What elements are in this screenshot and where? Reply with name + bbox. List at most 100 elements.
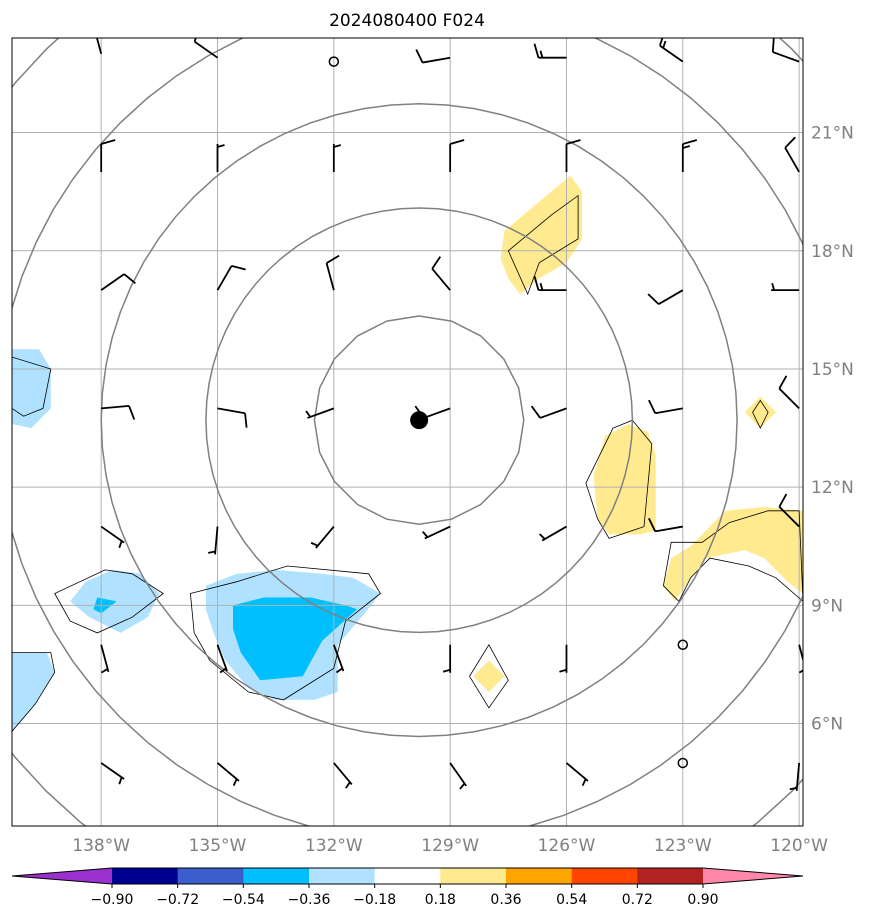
barb-shaft	[659, 44, 684, 63]
wind-barb	[101, 405, 136, 420]
barb-shaft	[214, 526, 219, 555]
barb-half-flag	[305, 410, 312, 418]
colorbar-extend-low	[12, 868, 112, 884]
wind-barb	[100, 139, 116, 172]
range-ring	[100, 103, 738, 738]
shaded-region	[744, 396, 776, 429]
wind-barb	[677, 639, 689, 651]
colorbar-box	[571, 868, 638, 884]
wind-barb	[216, 762, 240, 787]
barb-shaft	[539, 407, 567, 419]
barb-half-flag	[333, 144, 342, 148]
range-ring	[313, 315, 525, 526]
wind-barb	[422, 525, 451, 540]
colorbar-box	[374, 868, 441, 884]
barb-half-flag	[459, 782, 466, 790]
contour-outline	[585, 419, 653, 539]
colorbar-tick-label: −0.72	[156, 892, 199, 908]
barb-shaft	[307, 407, 335, 419]
wind-barb	[565, 762, 589, 787]
wind-barb	[332, 143, 342, 172]
barb-half-flag	[118, 540, 123, 549]
colorbar-box	[506, 868, 573, 884]
shaded-region	[233, 597, 358, 681]
barb-flag	[784, 136, 796, 149]
contour-outline	[12, 652, 56, 733]
barb-half-flag	[538, 533, 546, 540]
wind-barb	[100, 762, 125, 785]
barb-shaft	[772, 51, 800, 63]
y-tick-label: 6°N	[811, 715, 843, 735]
wind-barb	[193, 38, 219, 59]
barb-shaft	[658, 289, 684, 305]
barb-flag	[431, 256, 442, 270]
wind-barb	[100, 273, 136, 291]
wind-barb	[538, 525, 567, 542]
barb-flag	[533, 43, 540, 58]
wind-barb	[449, 762, 467, 790]
barb-flag	[771, 38, 775, 53]
barb-flag	[778, 375, 788, 389]
barb-shaft	[795, 762, 801, 791]
barb-flag	[231, 265, 246, 271]
barb-shaft	[332, 644, 345, 672]
wind-barb	[533, 275, 567, 292]
wind-barb	[100, 644, 110, 674]
wind-barb	[216, 644, 228, 674]
barb-shaft	[216, 265, 233, 291]
contour-outline	[752, 399, 769, 430]
x-tick-label: 120°W	[770, 836, 828, 856]
wind-barb	[659, 38, 684, 63]
barb-shaft	[431, 268, 451, 291]
colorbar-tick-label: −0.36	[288, 892, 331, 908]
barb-shaft	[449, 762, 467, 787]
barb-shaft	[216, 644, 228, 672]
wind-barb	[333, 762, 353, 789]
barb-flag	[244, 413, 248, 428]
wind-barb	[305, 407, 335, 419]
barb-half-flag	[219, 667, 227, 674]
x-tick-label: 135°W	[189, 836, 247, 856]
barb-shaft	[96, 38, 103, 54]
barb-flag	[100, 139, 116, 145]
barb-half-flag	[682, 145, 691, 149]
wind-barb	[449, 139, 465, 172]
y-tick-label: 9°N	[811, 596, 843, 616]
wind-barb	[533, 43, 567, 59]
barb-shaft	[100, 762, 125, 780]
barb-half-flag	[335, 667, 343, 674]
barb-flag	[648, 517, 657, 532]
wind-barb	[677, 757, 689, 769]
wind-barb	[216, 143, 225, 172]
barb-half-flag	[539, 282, 544, 291]
barb-half-flag	[771, 282, 775, 291]
wind-barb	[332, 644, 345, 674]
barb-flag	[533, 275, 540, 291]
contour-outline	[507, 194, 579, 296]
barb-half-flag	[789, 786, 798, 791]
barb-shaft	[565, 762, 589, 782]
barb-half-flag	[442, 668, 451, 673]
barb-shaft	[315, 525, 335, 549]
barb-flag	[415, 49, 424, 63]
wind-barb	[100, 525, 125, 549]
shaded-region	[663, 506, 803, 602]
wind-barb	[648, 517, 683, 533]
barb-shaft	[100, 644, 110, 673]
range-ring	[12, 38, 803, 826]
barb-flag	[530, 405, 541, 419]
wind-barb	[789, 762, 801, 791]
wind-barb	[778, 493, 800, 528]
y-tick-label: 21°N	[811, 124, 854, 144]
wind-barb	[328, 56, 340, 67]
barb-shaft	[422, 56, 451, 64]
barb-half-flag	[217, 144, 225, 148]
colorbar-box	[243, 868, 310, 884]
calm-circle	[677, 639, 689, 651]
barb-shaft	[325, 262, 335, 291]
barb-half-flag	[581, 778, 587, 787]
wind-barb	[647, 289, 684, 305]
wind-barb	[559, 644, 568, 673]
barb-flag	[647, 293, 660, 305]
